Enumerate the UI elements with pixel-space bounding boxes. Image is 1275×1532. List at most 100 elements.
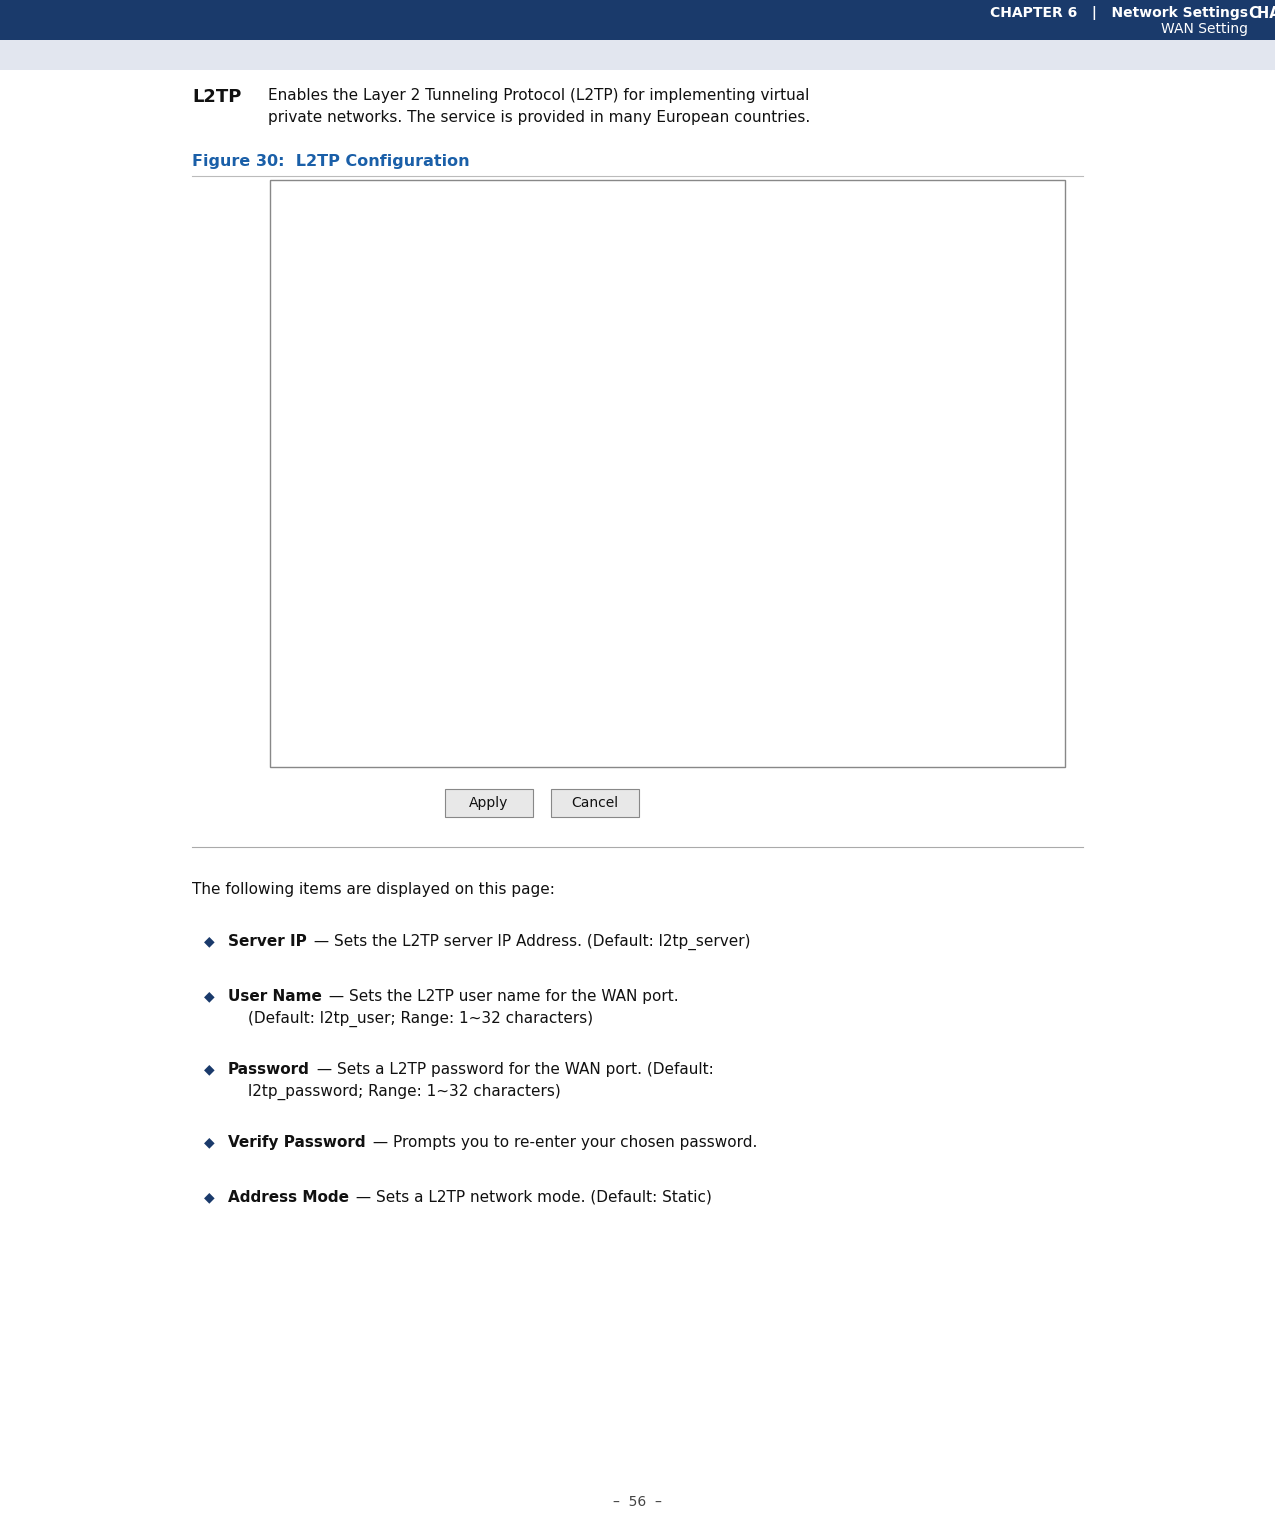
Bar [458, 345, 576, 363]
Text: ▾: ▾ [774, 286, 780, 299]
Text: Keep Alive Mode: Redial Period: Keep Alive Mode: Redial Period [458, 587, 640, 599]
Text: C: C [1248, 6, 1258, 21]
Text: Verify Password: Verify Password [228, 1135, 366, 1151]
Bar [458, 685, 593, 703]
Bar [0, 40, 1275, 70]
Text: IP Address: IP Address [278, 467, 343, 481]
Text: Subnet Mask: Subnet Mask [278, 498, 358, 510]
Text: CHAPTER 6   |   Network Settings: CHAPTER 6 | Network Settings [989, 6, 1248, 20]
Text: Password: Password [228, 1062, 310, 1077]
Text: ◆: ◆ [204, 990, 214, 1003]
Text: –  56  –: – 56 – [613, 1495, 662, 1509]
Text: l2tp_user: l2tp_user [462, 377, 516, 391]
Bar [270, 620, 1065, 650]
Bar [270, 208, 1065, 260]
Text: 192.168.1.1: 192.168.1.1 [462, 467, 533, 481]
Text: Address Mode: Address Mode [228, 1190, 349, 1206]
Text: 255.255.255.0: 255.255.255.0 [462, 498, 547, 510]
Text: parameters suitable to your environment.: parameters suitable to your environment. [278, 236, 527, 250]
Text: ◆: ◆ [204, 935, 214, 948]
Text: Static: Static [463, 438, 497, 450]
Text: — Sets the L2TP server IP Address. (Default: l2tp_server): — Sets the L2TP server IP Address. (Defa… [309, 935, 750, 950]
Text: Figure 30:  L2TP Configuration: Figure 30: L2TP Configuration [193, 155, 469, 169]
Bar [270, 398, 1065, 429]
Text: The following items are displayed on this page:: The following items are displayed on thi… [193, 882, 555, 898]
Bar [601, 282, 785, 303]
Bar [270, 650, 1065, 679]
Text: ▾: ▾ [530, 562, 536, 571]
Bar [270, 548, 1065, 620]
Bar [270, 260, 1065, 276]
Text: ●●●●●●●●●●●: ●●●●●●●●●●● [462, 408, 581, 420]
Text: Disable: Disable [463, 746, 507, 758]
Bar [270, 489, 1065, 519]
Bar [458, 558, 541, 578]
Text: Secondary DNS Server: Secondary DNS Server [278, 688, 421, 700]
Text: Address Mode: Address Mode [278, 438, 366, 450]
Bar [270, 369, 1065, 398]
Text: senconds: senconds [458, 607, 514, 620]
Text: L2TP: L2TP [193, 87, 241, 106]
Bar [551, 789, 639, 817]
Text: ◆: ◆ [204, 1190, 214, 1204]
Text: 60: 60 [654, 587, 669, 601]
Text: User Name: User Name [228, 990, 321, 1003]
Text: Apply: Apply [469, 797, 509, 810]
Bar [458, 375, 576, 394]
Bar [458, 525, 576, 542]
Bar [270, 679, 1065, 709]
Text: Password: Password [278, 408, 337, 420]
Bar [270, 709, 1065, 737]
Text: MAC Clone: MAC Clone [278, 717, 357, 729]
Bar [270, 276, 1065, 311]
Bar [270, 179, 1065, 208]
Text: Cancel: Cancel [571, 797, 618, 810]
Text: HAPTER 6: HAPTER 6 [1257, 6, 1275, 21]
Text: l2tp_server: l2tp_server [462, 348, 529, 360]
Text: WAN Connection Type:: WAN Connection Type: [370, 286, 538, 299]
Bar [458, 404, 703, 423]
Bar [270, 311, 1065, 339]
Bar [458, 656, 593, 673]
Bar [270, 339, 1065, 369]
Text: DNS Settings (Optional): DNS Settings (Optional) [278, 628, 458, 642]
Bar [0, 0, 1275, 40]
Bar [270, 519, 1065, 548]
Bar [270, 179, 1065, 768]
Bar [650, 585, 688, 604]
Bar [458, 466, 576, 483]
Text: Enables the Layer 2 Tunneling Protocol (L2TP) for implementing virtual: Enables the Layer 2 Tunneling Protocol (… [268, 87, 810, 103]
Bar [458, 495, 576, 513]
Text: ◆: ◆ [204, 1135, 214, 1149]
Text: WAN Setting: WAN Setting [1162, 21, 1248, 35]
Text: l2tp_password; Range: 1~32 characters): l2tp_password; Range: 1~32 characters) [249, 1085, 561, 1100]
Text: Server IP: Server IP [278, 348, 334, 360]
Text: ▾: ▾ [523, 748, 529, 757]
Text: Wide Area Network (WAN) Settings: Wide Area Network (WAN) Settings [278, 187, 543, 201]
Text: Default Gateway: Default Gateway [278, 527, 384, 541]
Bar [270, 429, 1065, 460]
Bar [270, 737, 1065, 768]
Text: L2TP: L2TP [608, 286, 638, 299]
Bar [445, 789, 533, 817]
Text: This section allows you to configure the connection type and other related WAN: This section allows you to configure the… [278, 218, 750, 231]
Bar [458, 741, 533, 761]
Text: L2TP Mode: L2TP Mode [278, 319, 360, 331]
Text: 192.168.1.254: 192.168.1.254 [462, 527, 548, 541]
Text: — Sets a L2TP network mode. (Default: Static): — Sets a L2TP network mode. (Default: St… [351, 1190, 711, 1206]
Text: — Sets the L2TP user name for the WAN port.: — Sets the L2TP user name for the WAN po… [324, 990, 678, 1003]
Bar [458, 434, 530, 453]
Text: Enabled: Enabled [278, 746, 329, 758]
Text: Operation Mode: Operation Mode [278, 579, 379, 591]
Text: (Default: l2tp_user; Range: 1~32 characters): (Default: l2tp_user; Range: 1~32 charact… [249, 1011, 593, 1026]
Text: — Sets a L2TP password for the WAN port. (Default:: — Sets a L2TP password for the WAN port.… [312, 1062, 714, 1077]
Text: ▾: ▾ [520, 440, 527, 449]
Text: User Name: User Name [278, 377, 348, 391]
Text: Primary DNS Server: Primary DNS Server [278, 657, 403, 671]
Bar [270, 460, 1065, 489]
Text: private networks. The service is provided in many European countries.: private networks. The service is provide… [268, 110, 810, 126]
Text: — Prompts you to re-enter your chosen password.: — Prompts you to re-enter your chosen pa… [367, 1135, 757, 1151]
Text: Keep Alive: Keep Alive [463, 561, 525, 573]
Text: ◆: ◆ [204, 1062, 214, 1075]
Text: Server IP: Server IP [228, 935, 307, 948]
